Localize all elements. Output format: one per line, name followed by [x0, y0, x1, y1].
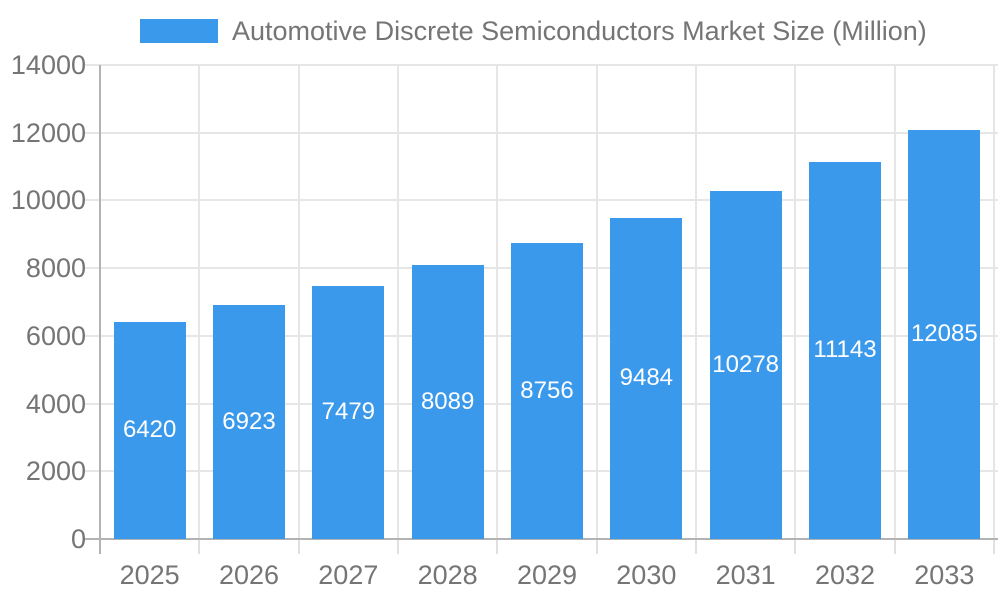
bar-value-label: 7479	[321, 398, 376, 426]
bar-value-label: 10278	[712, 351, 780, 378]
x-axis-tick	[893, 539, 896, 554]
x-tick-label: 2025	[119, 560, 180, 590]
y-axis-line	[99, 65, 101, 554]
x-tick-label: 2033	[914, 560, 975, 590]
bar-2026[interactable]	[213, 304, 285, 539]
x-axis-tick	[198, 539, 201, 554]
bar-value-label: 12085	[910, 320, 978, 348]
x-tick-label: 2031	[715, 560, 776, 590]
x-tick-label: 2029	[516, 560, 578, 590]
gridline-v	[198, 65, 201, 539]
gridline-v	[993, 65, 995, 539]
y-tick-label: 8000	[25, 253, 86, 284]
bar-value-label: 8089	[420, 388, 475, 416]
x-tick-label: 2028	[417, 560, 478, 590]
bar-value-label: 11143	[813, 336, 877, 364]
gridline-v	[397, 65, 399, 539]
chart-legend[interactable]: Automotive Discrete Semiconductors Marke…	[140, 15, 927, 46]
bar-value-label: 9484	[619, 364, 674, 392]
bar-2025[interactable]	[113, 321, 186, 539]
bar-value-label: 6923	[222, 407, 276, 435]
x-tick-label: 2030	[616, 560, 677, 590]
x-tick-label: 2032	[814, 560, 876, 590]
gridline-v	[595, 65, 598, 539]
y-tick-label: 6000	[25, 320, 86, 351]
gridline-v	[695, 65, 697, 539]
bar-2028[interactable]	[411, 265, 484, 539]
x-axis-line	[85, 538, 998, 540]
bar-2033[interactable]	[908, 129, 981, 539]
x-tick-label: 2026	[218, 560, 280, 590]
y-tick-label: 14000	[10, 50, 86, 80]
x-tick-label: 2027	[318, 560, 379, 590]
x-axis-tick	[297, 539, 300, 554]
gridline-v	[297, 65, 300, 539]
y-tick-label: 2000	[25, 456, 86, 487]
y-tick-label: 4000	[25, 388, 86, 419]
x-axis-tick	[496, 539, 499, 554]
bar-2031[interactable]	[709, 191, 782, 539]
x-axis-tick	[993, 539, 995, 554]
gridline-h	[85, 64, 998, 66]
y-tick-label: 10000	[10, 185, 86, 216]
bar-value-label: 8756	[520, 376, 574, 404]
gridline-h	[85, 199, 998, 202]
gridline-v	[893, 65, 896, 539]
bar-2030[interactable]	[610, 217, 683, 539]
gridline-v	[794, 65, 797, 539]
legend-swatch[interactable]	[140, 19, 218, 43]
x-axis-tick	[595, 539, 598, 554]
bar-2027[interactable]	[312, 285, 385, 539]
bar-2032[interactable]	[809, 161, 881, 539]
bar-2029[interactable]	[511, 242, 583, 539]
gridline-v	[496, 65, 499, 539]
legend-label: Automotive Discrete Semiconductors Marke…	[232, 15, 927, 46]
x-axis-tick	[695, 539, 697, 554]
y-tick-label: 12000	[10, 117, 86, 148]
y-tick-label: 0	[70, 524, 86, 554]
x-axis-tick	[794, 539, 797, 554]
bar-value-label: 6420	[122, 416, 177, 444]
gridline-h	[85, 131, 998, 134]
x-axis-tick	[397, 539, 399, 554]
